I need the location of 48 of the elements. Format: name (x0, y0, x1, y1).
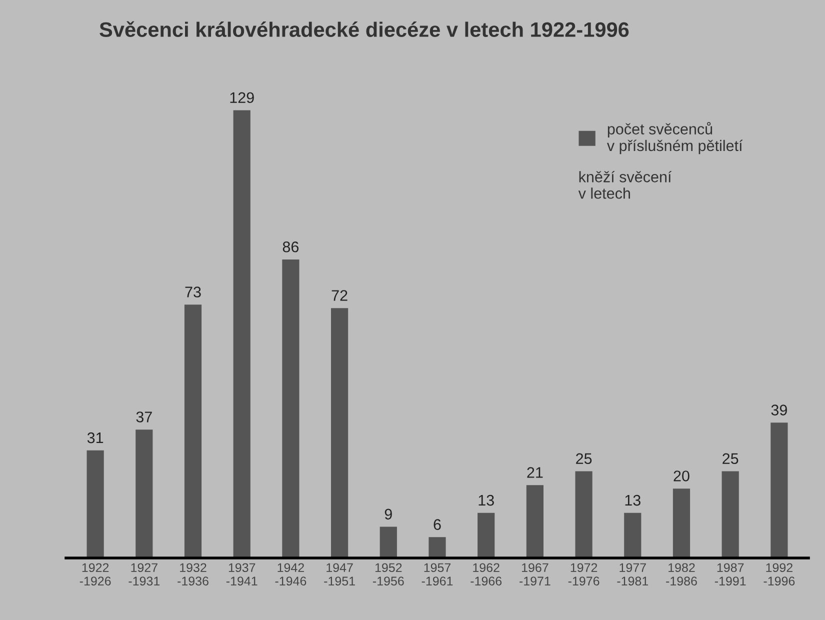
bar (136, 430, 153, 558)
x-tick-label: 1952 -1956 (372, 563, 404, 586)
data-label: 86 (282, 241, 299, 252)
x-tick-label: 1932 -1936 (178, 563, 208, 586)
data-label: 9 (384, 508, 392, 520)
data-label: 73 (185, 286, 201, 298)
bar (233, 110, 250, 558)
data-label: 6 (434, 519, 441, 530)
data-label: 13 (625, 494, 640, 506)
bar (380, 526, 397, 558)
x-tick-label: 1957 -1961 (422, 563, 453, 586)
x-tick-label: 1922 -1926 (80, 563, 111, 586)
x-tick-label: 1987 -1991 (714, 563, 746, 586)
chart-title: Svěcenci královéhradecké diecéze v letech 1922-1996 (100, 21, 629, 38)
x-tick-label: 1967 -1971 (520, 563, 550, 586)
bar (575, 471, 592, 558)
x-tick-label: 1942 -1946 (275, 563, 306, 586)
bar (478, 512, 495, 558)
data-label: 37 (136, 412, 152, 422)
bar (331, 308, 348, 558)
data-label: 21 (527, 467, 543, 478)
x-tick-label: 1977 -1981 (617, 563, 648, 586)
x-tick-label: 1962 -1966 (470, 563, 502, 586)
bar (770, 422, 788, 558)
bar (282, 259, 300, 558)
x-tick-label: 1927 -1931 (128, 563, 160, 586)
x-tick-label: 1982 -1986 (666, 563, 697, 586)
x-tick-label: 1972 -1976 (568, 563, 600, 586)
bar (428, 537, 446, 558)
legend-label: počet svěcenců v příslušném pětiletí (606, 122, 743, 154)
data-label: 72 (332, 290, 348, 301)
bar (184, 304, 202, 558)
data-label: 20 (674, 470, 690, 482)
data-label: 31 (87, 432, 104, 444)
data-label: 129 (230, 92, 254, 104)
data-label: 39 (771, 404, 787, 416)
bar (624, 512, 642, 558)
x-tick-label: 1937 -1941 (226, 563, 258, 586)
data-label: 25 (722, 453, 738, 464)
data-label: 25 (576, 453, 592, 464)
data-label: 13 (478, 494, 494, 506)
bar (526, 485, 544, 558)
bar (722, 471, 739, 558)
bar (672, 488, 690, 558)
bar (86, 450, 104, 558)
x-tick-label: 1992 -1996 (764, 563, 795, 586)
x-tick-label: 1947 -1951 (324, 563, 355, 586)
annotation: kněží svěcení v letech (578, 170, 672, 199)
